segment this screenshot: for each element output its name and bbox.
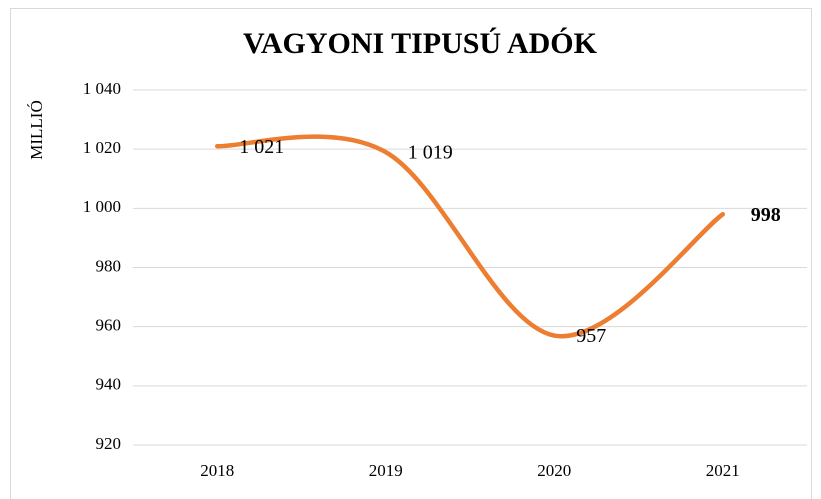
y-tick-label: 960 bbox=[96, 316, 122, 335]
y-tick-label: 1 020 bbox=[83, 138, 121, 157]
chart-title: VAGYONI TIPUSÚ ADÓK bbox=[243, 27, 598, 60]
y-axis-label: MILLIÓ bbox=[27, 100, 46, 159]
y-tick-label: 980 bbox=[96, 256, 122, 275]
chart-frame bbox=[10, 8, 812, 499]
data-label: 1 019 bbox=[408, 142, 453, 164]
y-tick-label: 940 bbox=[96, 375, 122, 394]
x-tick-label: 2020 bbox=[537, 461, 571, 480]
y-tick-label: 1 040 bbox=[83, 79, 121, 98]
data-label: 998 bbox=[751, 204, 781, 226]
x-tick-label: 2019 bbox=[369, 461, 403, 480]
y-tick-label: 1 000 bbox=[83, 197, 121, 216]
x-tick-label: 2018 bbox=[200, 461, 234, 480]
data-label: 957 bbox=[576, 325, 606, 347]
y-tick-label: 920 bbox=[96, 434, 122, 453]
x-tick-label: 2021 bbox=[706, 461, 740, 480]
line bbox=[215, 134, 725, 339]
data-label: 1 021 bbox=[239, 136, 284, 158]
